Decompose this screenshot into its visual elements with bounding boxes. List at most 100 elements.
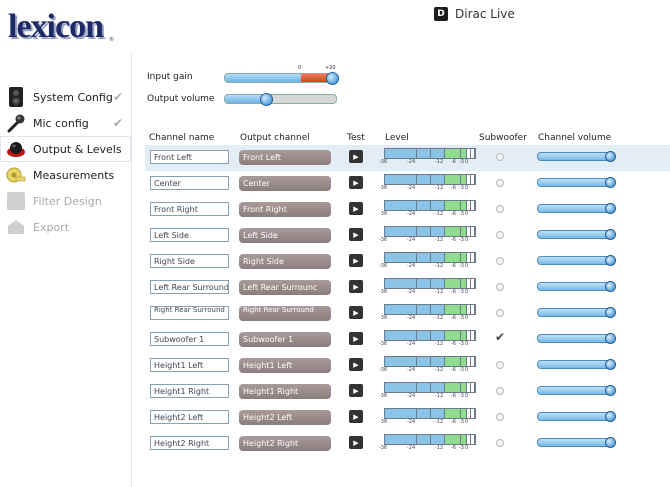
- sidebar-item-output-levels[interactable]: Output & Levels: [0, 136, 131, 162]
- output-volume-knob[interactable]: [260, 93, 273, 106]
- level-scale-label: -24: [407, 419, 416, 425]
- channel-name-field[interactable]: Front Right: [150, 202, 229, 216]
- level-meter-segment: [385, 357, 417, 366]
- play-test-icon[interactable]: ▶: [349, 436, 363, 449]
- channel-volume-knob[interactable]: [605, 411, 616, 422]
- channel-volume-knob[interactable]: [605, 281, 616, 292]
- channel-name-field[interactable]: Right Rear Surround: [150, 306, 229, 320]
- channel-name-field[interactable]: Height1 Right: [150, 384, 229, 398]
- channel-volume-knob[interactable]: [605, 437, 616, 448]
- level-scale-label: -36: [379, 289, 388, 295]
- level-scale-label: -12: [435, 263, 444, 269]
- channel-name-field[interactable]: Left Rear Surround: [150, 280, 229, 294]
- level-scale-label: -12: [435, 289, 444, 295]
- output-channel-select[interactable]: Height1 Left: [239, 358, 331, 373]
- subwoofer-check-icon[interactable]: ✔: [495, 330, 506, 344]
- play-test-icon[interactable]: ▶: [349, 254, 363, 267]
- channel-name-field[interactable]: Subwoofer 1: [150, 332, 229, 346]
- subwoofer-radio[interactable]: [496, 439, 504, 447]
- subwoofer-radio[interactable]: [496, 179, 504, 187]
- play-test-icon[interactable]: ▶: [349, 332, 363, 345]
- channel-volume-slider[interactable]: [537, 255, 616, 266]
- channel-volume-slider[interactable]: [537, 203, 616, 214]
- input-gain-knob[interactable]: [326, 72, 339, 85]
- subwoofer-radio[interactable]: [496, 231, 504, 239]
- play-test-icon[interactable]: ▶: [349, 306, 363, 319]
- play-test-icon[interactable]: ▶: [349, 176, 363, 189]
- level-meter-segment: [385, 383, 417, 392]
- level-scale-label: -36: [379, 419, 388, 425]
- channel-volume-slider[interactable]: [537, 333, 616, 344]
- channel-volume-slider[interactable]: [537, 411, 616, 422]
- channel-volume-slider[interactable]: [537, 177, 616, 188]
- channel-volume-knob[interactable]: [605, 203, 616, 214]
- channel-volume-knob[interactable]: [605, 307, 616, 318]
- output-channel-select[interactable]: Right Side: [239, 254, 331, 269]
- output-channel-select[interactable]: Height2 Left: [239, 410, 331, 425]
- sidebar-item-filter-design[interactable]: Filter Design: [0, 188, 131, 214]
- channel-name-field[interactable]: Right Side: [150, 254, 229, 268]
- output-channel-select[interactable]: Left Rear Surrounc: [239, 280, 331, 295]
- subwoofer-radio[interactable]: [496, 283, 504, 291]
- output-volume-slider[interactable]: [224, 93, 337, 106]
- subwoofer-radio[interactable]: [496, 413, 504, 421]
- output-channel-select[interactable]: Subwoofer 1: [239, 332, 331, 347]
- level-scale: -36 -24 -12 -6 -3 0: [379, 315, 479, 323]
- subwoofer-radio[interactable]: [496, 361, 504, 369]
- output-channel-select[interactable]: Front Right: [239, 202, 331, 217]
- subwoofer-radio[interactable]: [496, 153, 504, 161]
- channel-volume-knob[interactable]: [605, 229, 616, 240]
- channel-volume-slider[interactable]: [537, 229, 616, 240]
- channel-volume-slider[interactable]: [537, 437, 616, 448]
- channel-volume-slider[interactable]: [537, 281, 616, 292]
- level-scale-label: -3: [459, 289, 464, 295]
- output-channel-select[interactable]: Center: [239, 176, 331, 191]
- output-channel-select[interactable]: Front Left: [239, 150, 331, 165]
- channel-volume-knob[interactable]: [605, 333, 616, 344]
- channel-volume-slider[interactable]: [537, 307, 616, 318]
- output-channel-select[interactable]: Left Side: [239, 228, 331, 243]
- level-scale-label: -6: [451, 185, 456, 191]
- sidebar-item-export[interactable]: Export: [0, 214, 131, 240]
- channel-volume-slider[interactable]: [537, 151, 616, 162]
- level-meter-segment: [417, 409, 431, 418]
- output-channel-select[interactable]: Right Rear Surround: [239, 306, 331, 321]
- channel-volume-slider[interactable]: [537, 385, 616, 396]
- channel-name-field[interactable]: Height2 Right: [150, 436, 229, 450]
- subwoofer-radio[interactable]: [496, 387, 504, 395]
- play-test-icon[interactable]: ▶: [349, 410, 363, 423]
- play-test-icon[interactable]: ▶: [349, 202, 363, 215]
- sidebar-item-label: Measurements: [33, 168, 115, 182]
- level-meter-segment: [431, 201, 445, 210]
- subwoofer-radio[interactable]: [496, 309, 504, 317]
- channel-name-field[interactable]: Center: [150, 176, 229, 190]
- output-channel-select[interactable]: Height1 Right: [239, 384, 331, 399]
- channel-volume-slider[interactable]: [537, 359, 616, 370]
- microphone-icon: [6, 113, 26, 133]
- channel-volume-knob[interactable]: [605, 255, 616, 266]
- sidebar-item-system-config[interactable]: System Config ✔: [0, 84, 131, 110]
- channel-volume-knob[interactable]: [605, 151, 616, 162]
- channel-volume-knob[interactable]: [605, 359, 616, 370]
- input-gain-slider[interactable]: [224, 72, 339, 85]
- channel-volume-knob[interactable]: [605, 385, 616, 396]
- channel-name-field[interactable]: Left Side: [150, 228, 229, 242]
- play-test-icon[interactable]: ▶: [349, 384, 363, 397]
- subwoofer-radio[interactable]: [496, 257, 504, 265]
- sidebar-item-mic-config[interactable]: Mic config ✔: [0, 110, 131, 136]
- channel-name-field[interactable]: Height2 Left: [150, 410, 229, 424]
- output-channel-select[interactable]: Height2 Right: [239, 436, 331, 451]
- play-test-icon[interactable]: ▶: [349, 150, 363, 163]
- subwoofer-radio[interactable]: [496, 205, 504, 213]
- sidebar-item-measurements[interactable]: Measurements: [0, 162, 131, 188]
- play-test-icon[interactable]: ▶: [349, 280, 363, 293]
- level-meter-segment: [471, 435, 475, 444]
- level-meter-segment: [461, 409, 467, 418]
- level-meter-segment: [431, 331, 445, 340]
- channel-volume-knob[interactable]: [605, 177, 616, 188]
- play-test-icon[interactable]: ▶: [349, 228, 363, 241]
- play-test-icon[interactable]: ▶: [349, 358, 363, 371]
- channel-name-field[interactable]: Front Left: [150, 150, 229, 164]
- channel-name-field[interactable]: Height1 Left: [150, 358, 229, 372]
- header-channel-volume: Channel volume: [538, 133, 612, 143]
